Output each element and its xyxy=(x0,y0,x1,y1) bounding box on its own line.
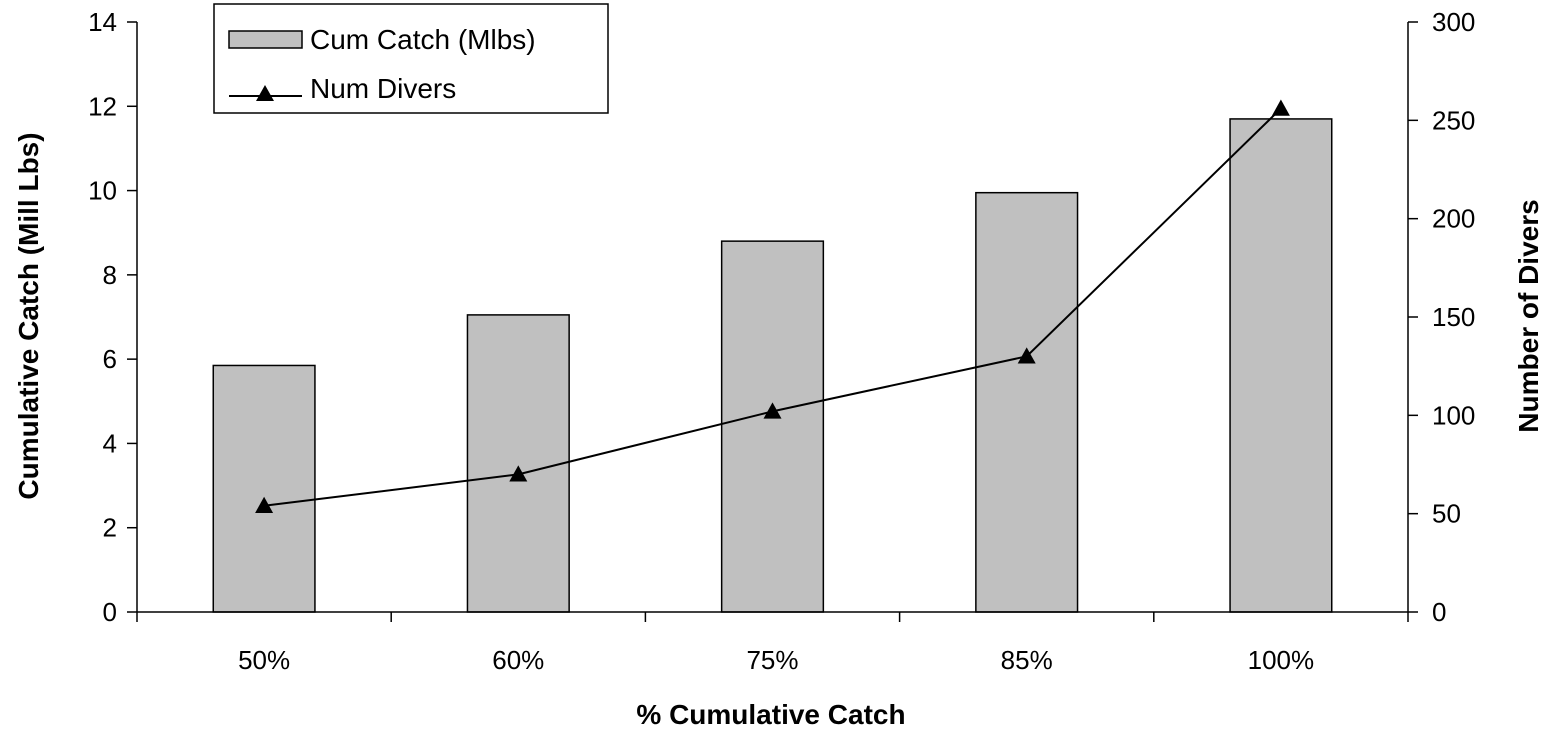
y2-tick-label: 100 xyxy=(1432,400,1475,430)
y-tick-label: 4 xyxy=(103,428,117,458)
y2-tick-label: 0 xyxy=(1432,597,1446,627)
y-tick-label: 8 xyxy=(103,260,117,290)
legend-swatch-bar xyxy=(228,30,303,49)
y-tick-label: 10 xyxy=(88,176,117,206)
num-divers-marker-3 xyxy=(763,402,782,419)
y-axis-title: Cumulative Catch (Mill Lbs) xyxy=(13,132,44,499)
line-series xyxy=(255,99,1290,513)
bar-series xyxy=(212,118,1333,613)
bar-5 xyxy=(1229,118,1333,613)
y-tick-label: 0 xyxy=(103,597,117,627)
num-divers-marker-5 xyxy=(1271,99,1290,116)
y2-tick-label: 150 xyxy=(1432,302,1475,332)
x-tick-label: 85% xyxy=(1001,645,1053,675)
tick-labels: 0 2 4 6 8 10 12 14 0 50 100 150 200 250 300 50% 60% 75% 85… xyxy=(88,7,1475,675)
y2-tick-label: 50 xyxy=(1432,499,1461,529)
legend-label-cum-catch: Cum Catch (Mlbs) xyxy=(310,24,536,55)
y2-tick-label: 250 xyxy=(1432,105,1475,135)
y-tick-label: 2 xyxy=(103,513,117,543)
bar-1 xyxy=(212,364,316,613)
y2-tick-label: 300 xyxy=(1432,7,1475,37)
y2-axis-title: Number of Divers xyxy=(1513,199,1544,432)
x-axis-title: % Cumulative Catch xyxy=(636,699,905,730)
y2-tick-label: 200 xyxy=(1432,204,1475,234)
legend-box xyxy=(213,3,609,114)
x-tick-label: 50% xyxy=(238,645,290,675)
y-tick-label: 12 xyxy=(88,91,117,121)
bar-3 xyxy=(720,240,825,613)
y-tick-label: 14 xyxy=(88,7,117,37)
x-tick-label: 60% xyxy=(492,645,544,675)
x-tick-label: 75% xyxy=(746,645,798,675)
bar-2 xyxy=(466,314,570,613)
legend-swatch-triangle-marker xyxy=(256,85,274,101)
x-tick-label: 100% xyxy=(1248,645,1315,675)
num-divers-marker-4 xyxy=(1017,347,1036,364)
legend: Cum Catch (Mlbs) Num Divers xyxy=(213,3,609,114)
bar-4 xyxy=(975,191,1079,613)
legend-label-num-divers: Num Divers xyxy=(310,73,456,104)
num-divers-marker-1 xyxy=(255,496,274,513)
axes xyxy=(127,21,1418,622)
num-divers-marker-2 xyxy=(509,465,528,482)
y-tick-label: 6 xyxy=(103,344,117,374)
